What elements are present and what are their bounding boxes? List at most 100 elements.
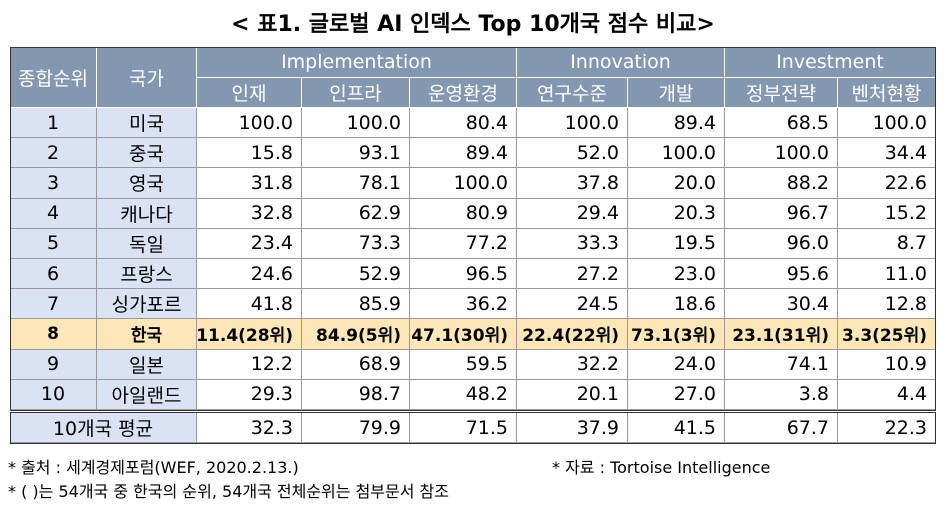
title: < 표1. 글로벌 AI 인덱스 Top 10개국 점수 비교> (231, 12, 715, 37)
data-cell: 52.0 (517, 138, 628, 169)
data-cell: 88.2 (725, 168, 838, 199)
row-label: 3 (10, 168, 97, 199)
data-cell: 96.5 (410, 259, 517, 290)
average-cell: 22.3 (838, 413, 936, 443)
data-cell: 20.3 (628, 198, 725, 229)
data-cell: 85.9 (302, 289, 410, 320)
note: * 출처 : 세계경제포럼(WEF, 2020.2.13.) (8, 458, 299, 477)
column-header: 인재 (197, 78, 302, 108)
data-cell: 100.0 (838, 108, 936, 139)
column-header: 벤처현황 (838, 78, 936, 108)
data-cell: 100.0 (517, 108, 628, 139)
row-label: 6 (10, 259, 97, 290)
data-cell: 10.9 (838, 349, 936, 380)
data-cell: 84.9(5위) (302, 319, 410, 350)
data-cell: 100.0 (302, 108, 410, 139)
data-cell: 29.4 (517, 198, 628, 229)
data-cell: 27.0 (628, 379, 725, 410)
data-cell: 11.4(28위) (197, 319, 302, 350)
data-cell: 32.2 (517, 349, 628, 380)
data-cell: 73.3 (302, 228, 410, 259)
group-header: Implementation (197, 47, 517, 78)
data-cell: 78.1 (302, 168, 410, 199)
data-cell: 89.4 (628, 108, 725, 139)
data-cell: 29.3 (197, 379, 302, 410)
row-label: 8 (10, 319, 97, 350)
row-label: 아일랜드 (97, 379, 197, 410)
row-label: 싱가포르 (97, 289, 197, 320)
data-cell: 20.0 (628, 168, 725, 199)
data-cell: 98.7 (302, 379, 410, 410)
data-cell: 23.0 (628, 259, 725, 290)
row-label: 4 (10, 198, 97, 229)
group-header: Investment (725, 47, 936, 78)
data-cell: 68.5 (725, 108, 838, 139)
note: * ( )는 54개국 중 한국의 순위, 54개국 전체순위는 첨부문서 참조 (8, 482, 449, 501)
data-cell: 3.3(25위) (838, 319, 936, 350)
header-cell: 국가 (97, 47, 197, 108)
data-cell: 24.6 (197, 259, 302, 290)
data-cell: 80.9 (410, 198, 517, 229)
row-label: 독일 (97, 228, 197, 259)
row-label: 2 (10, 138, 97, 169)
data-cell: 77.2 (410, 228, 517, 259)
row-label: 중국 (97, 138, 197, 169)
data-cell: 11.0 (838, 259, 936, 290)
data-cell: 23.1(31위) (725, 319, 838, 350)
row-label: 영국 (97, 168, 197, 199)
group-header: Innovation (517, 47, 725, 78)
data-cell: 33.3 (517, 228, 628, 259)
row-label: 9 (10, 349, 97, 380)
data-cell: 96.0 (725, 228, 838, 259)
note: * 자료 : Tortoise Intelligence (552, 458, 771, 477)
row-label: 7 (10, 289, 97, 320)
row-label: 프랑스 (97, 259, 197, 290)
data-cell: 93.1 (302, 138, 410, 169)
data-cell: 62.9 (302, 198, 410, 229)
column-header: 개발 (628, 78, 725, 108)
row-label: 한국 (97, 319, 197, 350)
column-header: 연구수준 (517, 78, 628, 108)
data-cell: 8.7 (838, 228, 936, 259)
average-cell: 32.3 (197, 413, 302, 443)
data-cell: 59.5 (410, 349, 517, 380)
data-cell: 12.2 (197, 349, 302, 380)
data-cell: 27.2 (517, 259, 628, 290)
data-cell: 24.5 (517, 289, 628, 320)
row-label: 10 (10, 379, 97, 410)
data-cell: 31.8 (197, 168, 302, 199)
data-cell: 12.8 (838, 289, 936, 320)
data-cell: 36.2 (410, 289, 517, 320)
data-cell: 100.0 (628, 138, 725, 169)
data-cell: 24.0 (628, 349, 725, 380)
data-cell: 15.2 (838, 198, 936, 229)
data-cell: 15.8 (197, 138, 302, 169)
data-cell: 22.6 (838, 168, 936, 199)
row-label: 캐나다 (97, 198, 197, 229)
data-cell: 30.4 (725, 289, 838, 320)
data-cell: 100.0 (725, 138, 838, 169)
data-cell: 52.9 (302, 259, 410, 290)
row-label: 미국 (97, 108, 197, 139)
data-cell: 95.6 (725, 259, 838, 290)
data-cell: 96.7 (725, 198, 838, 229)
data-cell: 100.0 (197, 108, 302, 139)
data-cell: 4.4 (838, 379, 936, 410)
data-cell: 34.4 (838, 138, 936, 169)
data-cell: 3.8 (725, 379, 838, 410)
row-label: 일본 (97, 349, 197, 380)
data-cell: 37.8 (517, 168, 628, 199)
data-cell: 22.4(22위) (517, 319, 628, 350)
data-cell: 41.8 (197, 289, 302, 320)
average-label: 10개국 평균 (10, 413, 197, 443)
data-cell: 100.0 (410, 168, 517, 199)
average-cell: 41.5 (628, 413, 725, 443)
header-cell: 종합순위 (10, 47, 97, 108)
average-cell: 37.9 (517, 413, 628, 443)
data-cell: 23.4 (197, 228, 302, 259)
column-header: 인프라 (302, 78, 410, 108)
average-cell: 71.5 (410, 413, 517, 443)
data-cell: 19.5 (628, 228, 725, 259)
data-cell: 68.9 (302, 349, 410, 380)
